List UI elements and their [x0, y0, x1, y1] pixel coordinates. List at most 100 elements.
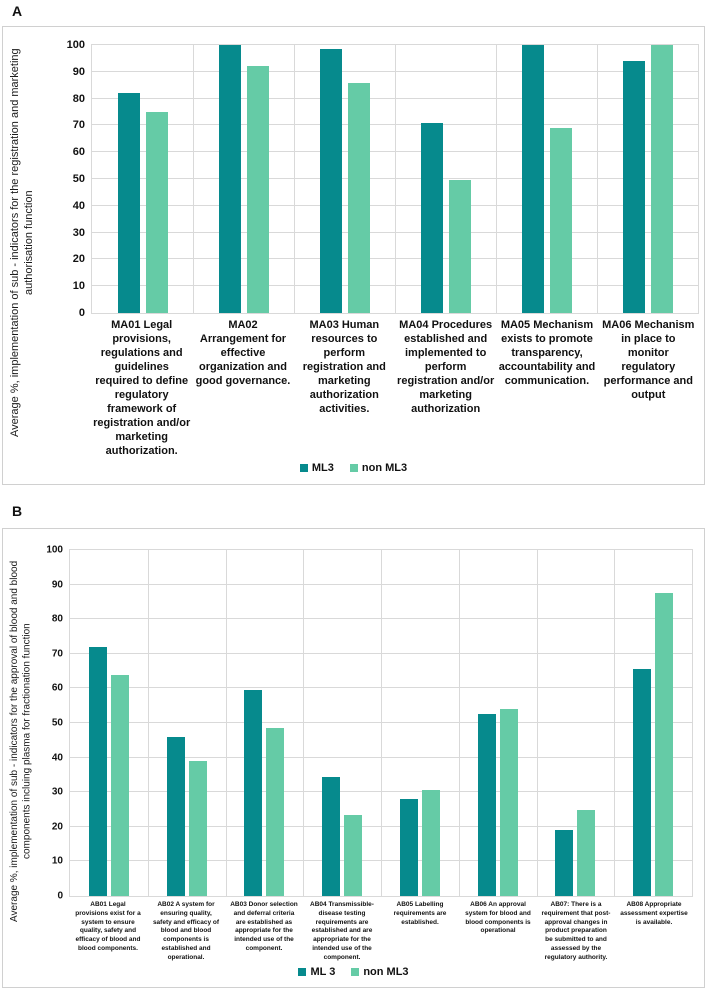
y-tick-label: 10 [51, 855, 63, 867]
v-gridline [147, 550, 149, 896]
legend-item: non ML3 [349, 462, 408, 474]
category-label: AB06 An approval system for blood and bl… [465, 901, 531, 935]
y-tick-label: 60 [51, 682, 63, 694]
v-gridline [536, 550, 538, 896]
bar [448, 180, 471, 313]
bar [188, 761, 207, 896]
category-label: MA03 Human resources to perform registra… [302, 319, 386, 415]
v-gridline [193, 45, 194, 313]
category-label: AB03 Donor selection and deferral criter… [230, 901, 298, 952]
legend-label: ML3 [311, 462, 334, 474]
category-label: AB04 Transmissible-disease testing requi… [310, 901, 374, 961]
plot-area: 0 10 20 30 40 50 60 70 80 90 100 [46, 545, 693, 902]
y-tick-label: 20 [51, 821, 63, 833]
category-label: MA05 Mechanism exists to promote transpa… [498, 319, 596, 387]
bar [577, 809, 596, 896]
bar [477, 714, 496, 896]
bar [117, 93, 140, 313]
category-label: MA06 Mechanism in place to monitor regul… [602, 319, 695, 401]
panel-b-y-axis-label: Average %, implementation of sub - indic… [9, 560, 33, 922]
y-tick-label: 90 [72, 65, 85, 78]
y-tick-label: 50 [72, 173, 85, 185]
legend: ML 3 non ML3 [3, 966, 704, 978]
bar [218, 45, 241, 313]
y-tick-label: 80 [51, 613, 63, 625]
bar [633, 669, 652, 896]
bar [145, 112, 168, 313]
bar [110, 674, 129, 896]
category-label: AB08 Appropriate assessment expertise is… [620, 901, 688, 926]
y-tick-label: 60 [72, 146, 85, 159]
bar [88, 646, 107, 896]
legend-label: non ML3 [361, 462, 408, 474]
bar [650, 45, 673, 313]
y-tick-label: 0 [78, 307, 85, 319]
y-tick-label: 100 [46, 544, 63, 556]
y-tick-label: 30 [51, 786, 63, 798]
bar [399, 799, 418, 896]
category-label: MA04 Procedures established and implemen… [397, 319, 495, 415]
category-label: AB05 Labelling requirements are establis… [393, 901, 447, 926]
category-label: AB01 Legal provisions exist for a system… [75, 901, 141, 952]
panel-a-y-axis-label: Average %, implementation of sub - indic… [9, 48, 35, 438]
bar [521, 45, 544, 313]
y-tick-label: 80 [72, 92, 85, 105]
y-tick-label: 70 [72, 119, 85, 132]
category-label: AB07: There is a requirement that post-a… [541, 901, 611, 961]
bar [266, 728, 285, 896]
y-tick-label: 20 [72, 253, 85, 266]
legend-item: ML3 [299, 462, 334, 474]
y-tick-label: 40 [72, 199, 85, 212]
v-gridline [303, 550, 305, 896]
v-gridline [294, 45, 295, 313]
legend-swatch [349, 464, 358, 472]
category-labels: MA01 Legal provisions, regulations and g… [91, 319, 699, 459]
legend-label: ML 3 [310, 966, 336, 978]
y-tick-label: 90 [51, 579, 63, 591]
y-tick-label: 40 [51, 752, 63, 764]
panel-a-label: A [12, 3, 23, 19]
category-labels: AB01 Legal provisions exist for a system… [69, 901, 693, 962]
category-label: MA02 Arrangement for effective organizat… [195, 319, 291, 387]
y-tick-label: 30 [72, 226, 85, 239]
bar [549, 128, 572, 313]
panel-b: Average %, implementation of sub - indic… [2, 528, 705, 988]
legend-swatch [351, 968, 360, 976]
bar [421, 790, 440, 896]
plot-area: 0 10 20 30 40 50 60 70 80 90 100 [67, 39, 699, 319]
bar [622, 61, 645, 313]
bar [244, 690, 263, 896]
legend: ML3 non ML3 [3, 462, 704, 474]
y-tick-label: 100 [66, 39, 85, 51]
v-gridline [458, 550, 460, 896]
bar [655, 593, 674, 896]
y-tick-label: 70 [51, 648, 63, 660]
panel-a: Average %, implementation of sub - indic… [2, 26, 705, 485]
v-gridline [225, 550, 227, 896]
y-tick-label: 0 [57, 890, 63, 902]
bar [347, 82, 370, 313]
bar [322, 776, 341, 896]
panel-b-label: B [12, 503, 23, 519]
v-gridline [597, 45, 598, 313]
legend-label: non ML3 [363, 966, 409, 978]
legend-swatch [299, 464, 308, 472]
legend-swatch [298, 968, 307, 976]
bar [319, 49, 342, 313]
v-gridline [614, 550, 616, 896]
y-tick-label: 10 [72, 280, 85, 293]
y-tick-label: 50 [51, 717, 63, 729]
v-gridline [381, 550, 382, 896]
bar [555, 830, 574, 896]
category-label: MA01 Legal provisions, regulations and g… [93, 319, 191, 457]
bar [166, 736, 185, 896]
v-gridline [395, 45, 396, 313]
legend-item: ML 3 [298, 966, 335, 978]
bar [499, 709, 518, 896]
bar [246, 66, 269, 313]
bar [344, 814, 363, 896]
legend-item: non ML3 [351, 966, 409, 978]
category-label: AB02 A system for ensuring quality, safe… [152, 901, 220, 961]
bar [420, 122, 443, 313]
v-gridline [496, 45, 497, 313]
